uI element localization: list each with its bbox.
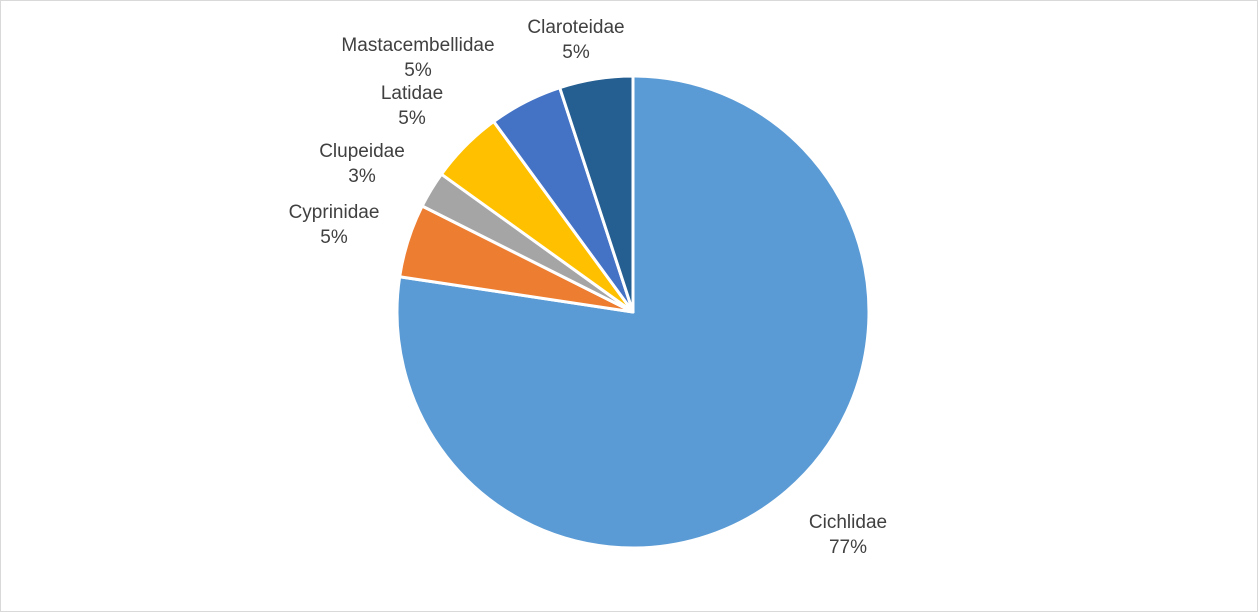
slice-percent-latidae: 5% [398,108,426,129]
slice-label-claroteidae: Claroteidae [527,17,624,38]
slice-percent-claroteidae: 5% [562,42,590,63]
slice-percent-mastacembellidae: 5% [404,60,432,81]
slice-label-clupeidae: Clupeidae [319,141,405,162]
pie-slice-claroteidae [558,74,635,314]
slice-label-mastacembellidae: Mastacembellidae [341,35,494,56]
slice-percent-cyprinidae: 5% [320,227,348,248]
slice-percent-clupeidae: 3% [348,166,376,187]
slice-label-latidae: Latidae [381,83,443,104]
slice-label-cichlidae: Cichlidae [809,512,887,533]
slice-percent-cichlidae: 77% [829,537,867,558]
slice-label-cyprinidae: Cyprinidae [289,202,380,223]
